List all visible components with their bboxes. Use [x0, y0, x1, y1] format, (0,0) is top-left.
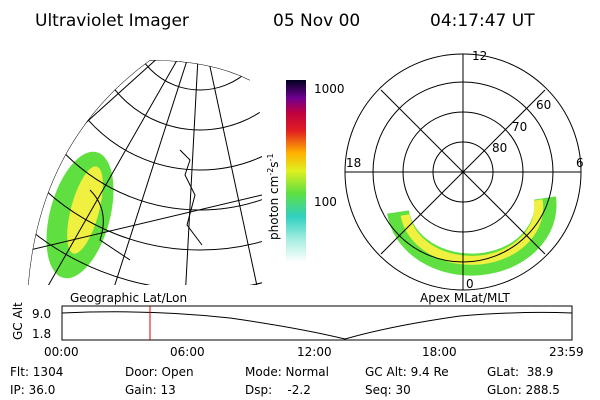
hour-label: 6 — [576, 156, 584, 170]
status: Flt: 1304 Door: Open Mode: Normal GC Alt: 9… — [10, 365, 560, 397]
lat-label: 80 — [492, 141, 507, 155]
status-item: Dsp: -2.2 — [245, 383, 311, 397]
y-tick-label: 1.8 — [32, 327, 51, 341]
status-item: Door: Open — [125, 365, 194, 379]
status-item: GC Alt: 9.4 Re — [365, 365, 449, 379]
colorbar-label: photon cm-2s-1 — [266, 153, 281, 240]
lat-label: 70 — [512, 120, 527, 134]
hour-label: 0 — [466, 277, 474, 291]
map-label: Apex MLat/MLT — [420, 291, 510, 305]
map — [28, 60, 262, 285]
x-tick-label: 23:59 — [549, 345, 584, 359]
aurora-core — [67, 166, 103, 254]
x-tick-label: 06:00 — [170, 345, 205, 359]
status-item: GLat: 38.9 — [487, 365, 553, 379]
status-item: Gain: 13 — [125, 383, 176, 397]
hour-label: 12 — [472, 49, 487, 63]
y-label: GC Alt — [11, 302, 25, 340]
map-label: Geographic Lat/Lon — [70, 291, 187, 305]
time: 04:17:47 UT — [430, 11, 535, 31]
timeline: GC Alt 9.0 1.8 00:00 06:00 12:00 18:00 2… — [11, 302, 584, 359]
x-tick-label: 12:00 — [297, 345, 332, 359]
colorbar-tick: 100 — [314, 195, 337, 209]
instrument: Ultraviolet Imager — [35, 11, 189, 31]
colorbar — [286, 80, 306, 262]
colorbar-tick: 1000 — [314, 82, 345, 96]
status-item: IP: 36.0 — [10, 383, 55, 397]
polar-plot: 12 18 6 0 60 70 80 — [344, 49, 584, 291]
lat-label: 60 — [536, 98, 551, 112]
graticule — [28, 60, 262, 285]
hour-label: 18 — [346, 156, 361, 170]
status-item: GLon: 288.5 — [487, 383, 560, 397]
x-tick-label: 00:00 — [44, 345, 79, 359]
x-tick-label: 18:00 — [422, 345, 457, 359]
status-item: Mode: Normal — [245, 365, 329, 379]
status-item: Seq: 30 — [365, 383, 411, 397]
limb — [28, 60, 251, 285]
status-item: Flt: 1304 — [10, 365, 63, 379]
date: 05 Nov 00 — [273, 11, 360, 31]
y-tick-label: 9.0 — [32, 307, 51, 321]
